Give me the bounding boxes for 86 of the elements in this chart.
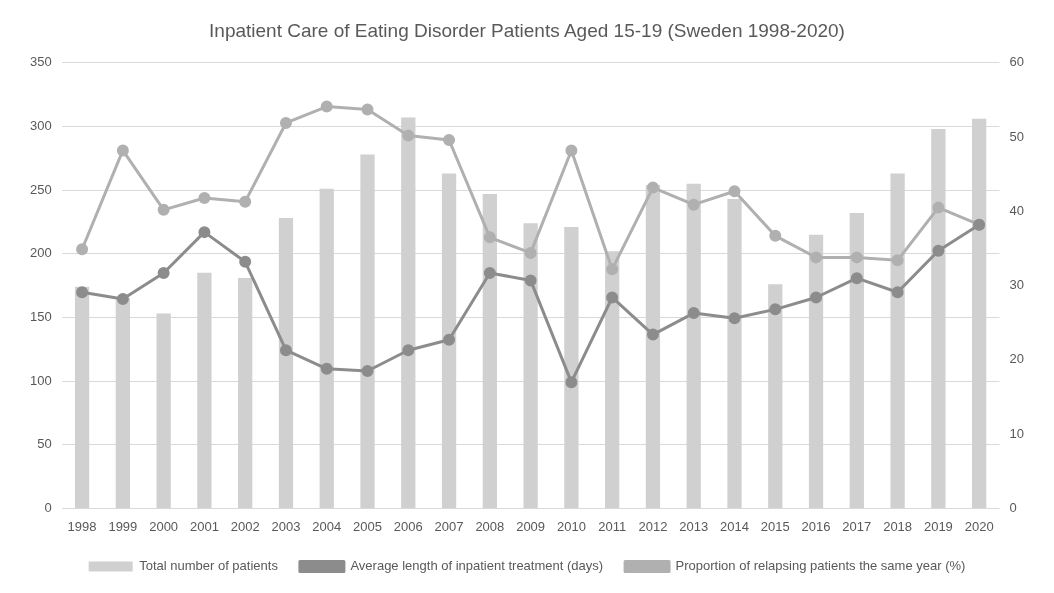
- point: [728, 312, 741, 325]
- point: [320, 362, 333, 375]
- y2-tick-label: 10: [1009, 425, 1025, 441]
- legend-label: Average length of inpatient treatment (days): [350, 558, 604, 574]
- point: [116, 144, 129, 157]
- y2-tick-label: 40: [1009, 202, 1025, 218]
- y-tick-label: 200: [29, 245, 52, 261]
- x-tick-label: 2013: [679, 518, 709, 534]
- x-tick-label: 2009: [516, 518, 546, 534]
- y-tick-label: 150: [29, 309, 52, 325]
- y-tick-label: 0: [44, 499, 52, 515]
- point: [850, 272, 863, 285]
- x-tick-label: 2016: [801, 518, 831, 534]
- point: [76, 243, 89, 256]
- point: [483, 231, 496, 244]
- point: [932, 201, 945, 214]
- x-tick-label: 2010: [556, 518, 586, 534]
- point: [646, 181, 659, 194]
- point: [116, 292, 129, 305]
- point: [728, 185, 741, 198]
- y2-tick-label: 20: [1009, 351, 1025, 367]
- point: [157, 266, 170, 279]
- x-tick-label: 2019: [923, 518, 953, 534]
- point: [769, 229, 782, 242]
- point: [483, 266, 496, 279]
- point: [402, 129, 415, 142]
- x-tick-label: 2011: [598, 518, 627, 534]
- point: [891, 286, 904, 299]
- x-tick-label: 2002: [230, 518, 260, 534]
- x-tick-label: 2017: [842, 518, 872, 534]
- point: [810, 291, 823, 304]
- point: [646, 328, 659, 341]
- point: [443, 134, 456, 147]
- point: [279, 344, 292, 357]
- x-tick-label: 2015: [760, 518, 790, 534]
- point: [157, 203, 170, 216]
- x-tick-label: 2006: [393, 518, 423, 534]
- point: [810, 251, 823, 264]
- point: [687, 198, 700, 211]
- x-tick-label: 2012: [638, 518, 668, 534]
- point: [402, 344, 415, 357]
- point: [443, 333, 456, 346]
- y-tick-label: 50: [37, 436, 52, 452]
- point: [850, 251, 863, 264]
- point: [320, 100, 333, 113]
- y-tick-label: 100: [29, 372, 52, 388]
- point: [279, 116, 292, 129]
- y-tick-label: 250: [29, 181, 52, 197]
- y-tick-label: 350: [29, 54, 52, 70]
- y-tick-label: 300: [29, 118, 52, 134]
- point: [524, 246, 537, 259]
- point: [524, 274, 537, 287]
- x-tick-label: 2004: [312, 518, 342, 534]
- point: [606, 291, 619, 304]
- point: [361, 103, 374, 116]
- x-tick-label: 2018: [883, 518, 913, 534]
- x-tick-label: 2020: [964, 518, 994, 534]
- point: [565, 144, 578, 157]
- legend-label: Total number of patients: [139, 558, 279, 574]
- chart-title: Inpatient Care of Eating Disorder Patients Aged 15-19 (Sweden 1998-2020): [209, 19, 845, 41]
- point: [198, 226, 211, 239]
- point: [76, 286, 89, 299]
- point: [361, 365, 374, 378]
- point: [239, 195, 252, 208]
- y2-tick-label: 0: [1009, 499, 1017, 515]
- x-tick-label: 1999: [108, 518, 138, 534]
- x-tick-label: 2001: [189, 518, 219, 534]
- point: [239, 255, 252, 268]
- point: [891, 254, 904, 267]
- y2-tick-label: 60: [1009, 54, 1025, 70]
- x-tick-label: 2005: [353, 518, 382, 534]
- point: [769, 303, 782, 316]
- legend-label: Proportion of relapsing patients the same year (%): [675, 558, 966, 574]
- point: [198, 191, 211, 204]
- y2-tick-label: 50: [1009, 128, 1025, 144]
- x-tick-label: 2000: [149, 518, 179, 534]
- point: [932, 244, 945, 257]
- point: [687, 307, 700, 320]
- point: [606, 263, 619, 276]
- point: [565, 376, 578, 389]
- x-tick-label: 2014: [720, 518, 749, 534]
- x-tick-label: 1998: [67, 518, 97, 534]
- x-tick-label: 2003: [271, 518, 301, 534]
- x-tick-label: 2008: [475, 518, 505, 534]
- y2-tick-label: 30: [1009, 277, 1025, 293]
- x-tick-label: 2007: [434, 518, 464, 534]
